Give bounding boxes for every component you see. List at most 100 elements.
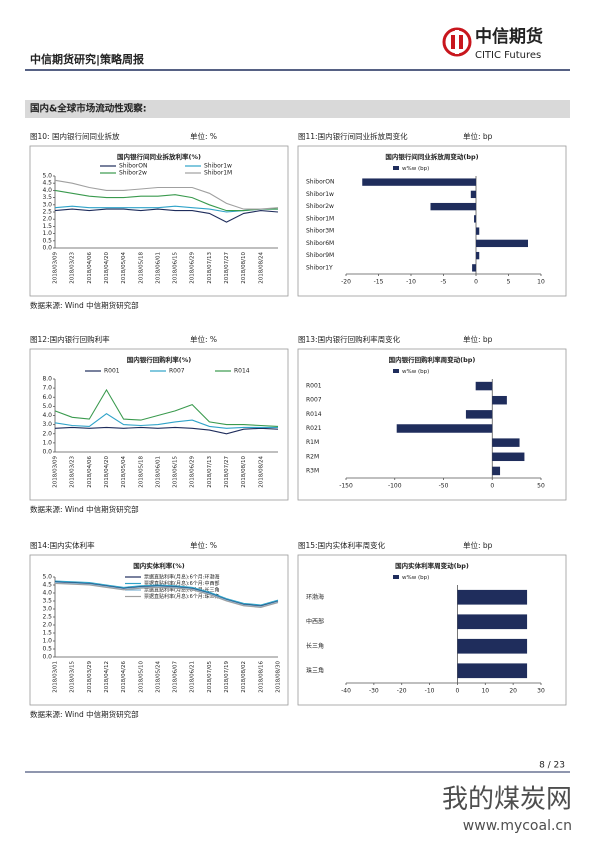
x-tick-label: -20	[341, 279, 351, 286]
figure-source: 数据来源: Wind 中信期货研究部	[30, 709, 139, 719]
y-tick-label: 4.0	[42, 412, 52, 419]
y-tick-label: 0.0	[42, 654, 52, 661]
y-tick-label: 1.0	[42, 638, 52, 645]
chart-frame	[297, 348, 567, 501]
category-label: R007	[306, 397, 322, 404]
legend-label: Shibor2w	[119, 170, 147, 177]
y-tick-label: 2.5	[42, 209, 52, 216]
chart-title: 国内银行间同业拆放利率(%)	[117, 152, 201, 161]
figure-caption: 图14:国内实体利率	[30, 540, 95, 550]
legend-swatch	[393, 575, 399, 579]
watermark: 我的煤炭网	[442, 785, 572, 815]
x-tick-label: 2018/07/05	[207, 661, 213, 693]
x-tick-label: 2018/07/13	[207, 456, 213, 488]
figure-unit: 单位: bp	[463, 334, 493, 344]
bar	[470, 190, 476, 199]
section-title: 国内&全球市场流动性观察:	[30, 103, 147, 115]
y-tick-label: 1.0	[42, 230, 52, 237]
x-tick-label: 2018/06/29	[190, 456, 196, 488]
x-tick-label: 2018/08/24	[258, 252, 264, 284]
bar	[457, 614, 528, 630]
category-label: Shibor1Y	[306, 264, 333, 271]
x-tick-label: 2018/03/23	[70, 252, 76, 284]
series-line	[54, 208, 279, 223]
y-tick-label: 8.0	[42, 376, 52, 383]
legend-swatch	[393, 369, 399, 373]
x-tick-label: 2018/08/10	[241, 252, 247, 284]
legend-swatch	[393, 166, 399, 170]
x-tick-label: 2018/07/27	[224, 456, 230, 488]
legend-label: w%w (bp)	[402, 575, 429, 581]
bar	[475, 381, 493, 391]
series-line	[54, 179, 279, 210]
category-label: R3M	[306, 467, 319, 474]
y-tick-label: 5.0	[42, 173, 52, 180]
x-tick-label: 10	[481, 688, 489, 695]
category-label: R001	[306, 383, 322, 390]
series-line	[54, 581, 279, 607]
figure-unit: 单位: bp	[463, 540, 493, 550]
bar	[430, 202, 476, 211]
figure-caption: 图13:国内银行回购利率周变化	[298, 334, 401, 344]
x-tick-label: 2018/05/04	[121, 252, 127, 284]
y-tick-label: 4.5	[42, 180, 52, 187]
x-tick-label: -40	[341, 688, 351, 695]
series-line	[54, 426, 279, 435]
y-tick-label: 2.5	[42, 614, 52, 621]
x-tick-label: 2018/05/18	[138, 456, 144, 488]
bar	[457, 663, 528, 679]
figure-unit: 单位: %	[190, 540, 217, 550]
x-tick-label: 2018/06/01	[155, 456, 161, 488]
chart-title: 国内银行回购利率周变动(bp)	[389, 355, 476, 364]
chart-title: 国内银行回购利率(%)	[127, 355, 191, 364]
x-tick-label: 2018/04/12	[104, 661, 110, 693]
category-label: Shibor9M	[306, 252, 334, 259]
figure-caption: 图15:国内实体利率周变化	[298, 540, 386, 550]
x-tick-label: 2018/07/27	[224, 252, 230, 284]
x-tick-label: 2018/06/15	[173, 456, 179, 488]
x-tick-label: 2018/08/30	[276, 661, 282, 693]
category-label: R014	[306, 411, 322, 418]
x-tick-label: 2018/07/19	[224, 661, 230, 693]
series-line	[54, 582, 279, 608]
legend-label: Shibor1w	[204, 163, 232, 170]
bar	[472, 264, 476, 272]
chart-title: 国内银行间同业拆放周变动(bp)	[385, 152, 478, 161]
x-tick-label: 0	[474, 279, 478, 286]
x-tick-label: 5	[507, 279, 511, 286]
category-label: Shibor2w	[306, 203, 334, 210]
figure-unit: 单位: %	[190, 131, 217, 141]
category-label: Shibor6M	[306, 240, 334, 247]
y-tick-label: 3.5	[42, 194, 52, 201]
y-tick-label: 0.5	[42, 237, 52, 244]
y-tick-label: 4.0	[42, 187, 52, 194]
y-tick-label: 3.0	[42, 606, 52, 613]
x-tick-label: 2018/08/10	[241, 456, 247, 488]
y-tick-label: 7.0	[42, 385, 52, 392]
bar	[476, 251, 480, 260]
category-label: Shibor1M	[306, 215, 334, 222]
bar	[362, 178, 476, 186]
x-tick-label: 2018/08/24	[258, 456, 264, 488]
bar	[492, 466, 501, 476]
legend-label: R007	[169, 368, 185, 375]
x-tick-label: 2018/03/15	[70, 661, 76, 693]
x-tick-label: -30	[369, 688, 379, 695]
category-label: Shibor3M	[306, 228, 334, 235]
y-tick-label: 0.0	[42, 245, 52, 252]
legend-label: w%w (bp)	[402, 166, 429, 172]
y-tick-label: 3.0	[42, 201, 52, 208]
watermark-url: www.mycoal.cn	[463, 818, 572, 834]
x-tick-label: 2018/05/18	[138, 252, 144, 284]
y-tick-label: 5.0	[42, 403, 52, 410]
bar	[492, 438, 520, 447]
x-tick-label: -5	[441, 279, 447, 286]
x-tick-label: 2018/03/01	[53, 661, 59, 693]
series-line	[54, 189, 278, 212]
chart-title: 国内实体利率周变动(bp)	[395, 561, 469, 570]
x-tick-label: -10	[425, 688, 435, 695]
x-tick-label: 2018/06/07	[173, 661, 179, 693]
x-tick-label: 30	[537, 688, 545, 695]
x-tick-label: -100	[388, 483, 402, 490]
